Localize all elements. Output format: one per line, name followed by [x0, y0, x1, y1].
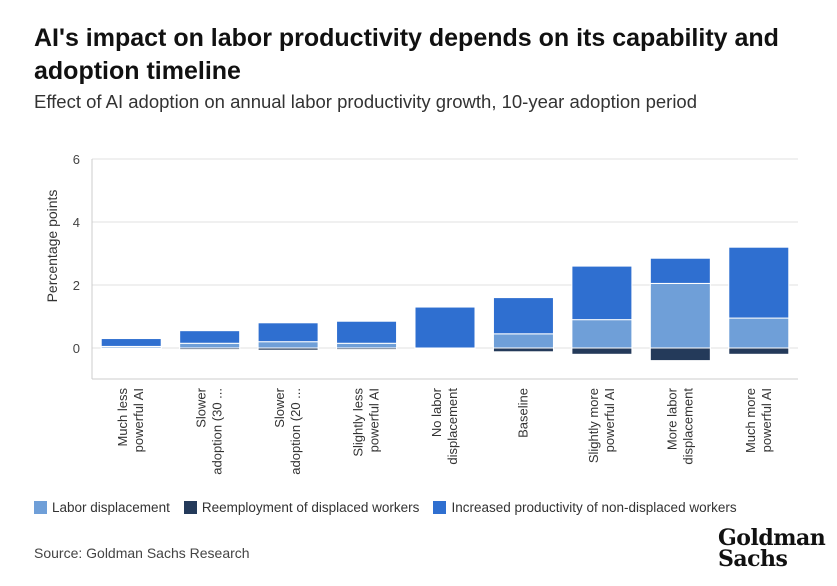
x-tick-label-line: No labor	[429, 387, 444, 437]
legend-swatch-labor-displacement	[34, 501, 47, 514]
bar-labor-displacement	[179, 342, 241, 349]
x-tick-label: Baseline	[515, 388, 530, 438]
x-tick-label-line: adoption (30 ...	[210, 388, 225, 475]
x-tick-label: Slightly morepowerful AI	[586, 388, 617, 463]
y-tick-label: 6	[73, 152, 80, 167]
bar-increased-productivity	[728, 246, 790, 319]
x-tick-label: Sloweradoption (30 ...	[194, 387, 225, 474]
bar-increased-productivity	[414, 306, 476, 349]
y-tick-label: 2	[73, 278, 80, 293]
bar-increased-productivity	[257, 322, 319, 343]
logo-line-1: Goldman	[718, 525, 826, 551]
legend-item-reemployment[interactable]: Reemployment of displaced workers	[183, 500, 420, 515]
legend-label: Reemployment of displaced workers	[201, 500, 420, 515]
bar-labor-displacement	[257, 341, 319, 349]
legend-swatch-reemployment	[183, 501, 197, 514]
bar-reemployment	[649, 347, 711, 362]
bar-increased-productivity	[179, 330, 241, 344]
x-tick-label-line: Slower	[194, 387, 209, 427]
x-tick-label-line: Much more	[743, 388, 758, 453]
source-note: Source: Goldman Sachs Research	[34, 545, 250, 561]
x-tick-label-line: More labor	[664, 387, 679, 450]
bar-increased-productivity	[492, 297, 554, 335]
bar-labor-displacement	[649, 282, 711, 349]
legend-item-increased-productivity[interactable]: Increased productivity of non-displaced …	[433, 500, 737, 515]
legend-swatch-increased-productivity	[433, 501, 447, 514]
x-tick-label: Much lesspowerful AI	[115, 388, 146, 453]
chart-subtitle: Effect of AI adoption on annual labor pr…	[34, 91, 698, 112]
y-tick-label: 4	[73, 215, 80, 230]
bar-reemployment	[571, 347, 633, 355]
x-tick-label-line: Slightly more	[586, 388, 601, 463]
bar-labor-displacement	[492, 333, 554, 349]
bar-increased-productivity	[571, 265, 633, 321]
x-tick-label-line: powerful AI	[367, 388, 382, 452]
x-tick-label-line: Slower	[272, 387, 287, 427]
x-tick-label-line: powerful AI	[131, 388, 146, 452]
bar-increased-productivity	[100, 338, 162, 347]
logo-line-2: Sachs	[718, 546, 788, 572]
legend-item-labor-displacement[interactable]: Labor displacement	[34, 500, 170, 515]
chart-title: AI's impact on labor productivity depend…	[34, 24, 779, 85]
x-tick-label-line: Baseline	[515, 388, 530, 438]
goldman-sachs-logo: Goldman Sachs	[718, 525, 826, 572]
x-tick-label-line: Much less	[115, 388, 130, 447]
y-tick-label: 0	[73, 341, 80, 356]
x-tick-label: Much morepowerful AI	[743, 388, 774, 453]
bar-reemployment	[179, 347, 241, 351]
bar-reemployment	[492, 347, 554, 353]
x-tick-label-line: displacement	[680, 388, 695, 465]
x-tick-label-line: powerful AI	[602, 388, 617, 452]
bar-labor-displacement	[571, 319, 633, 349]
y-axis-label: Percentage points	[44, 190, 60, 303]
bar-labor-displacement	[728, 317, 790, 349]
x-tick-label-line: adoption (20 ...	[288, 388, 303, 475]
x-tick-label: Slightly lesspowerful AI	[351, 388, 382, 457]
x-tick-label-line: powerful AI	[759, 388, 774, 452]
bar-increased-productivity	[649, 257, 711, 284]
bar-reemployment	[728, 347, 790, 355]
bar-labor-displacement	[336, 342, 398, 349]
x-tick-label: Sloweradoption (20 ...	[272, 387, 303, 474]
bar-increased-productivity	[336, 320, 398, 344]
legend-label: Increased productivity of non-displaced …	[451, 500, 737, 515]
legend: Labor displacement Reemployment of displ…	[34, 500, 751, 515]
x-tick-label-line: Slightly less	[351, 388, 366, 457]
legend-label: Labor displacement	[52, 500, 170, 515]
x-tick-label: No labordisplacement	[429, 387, 460, 464]
bar-reemployment	[100, 347, 162, 350]
x-tick-label: More labordisplacement	[664, 387, 695, 464]
bar-reemployment	[257, 347, 319, 351]
bar-reemployment	[336, 347, 398, 351]
x-tick-label-line: displacement	[445, 388, 460, 465]
